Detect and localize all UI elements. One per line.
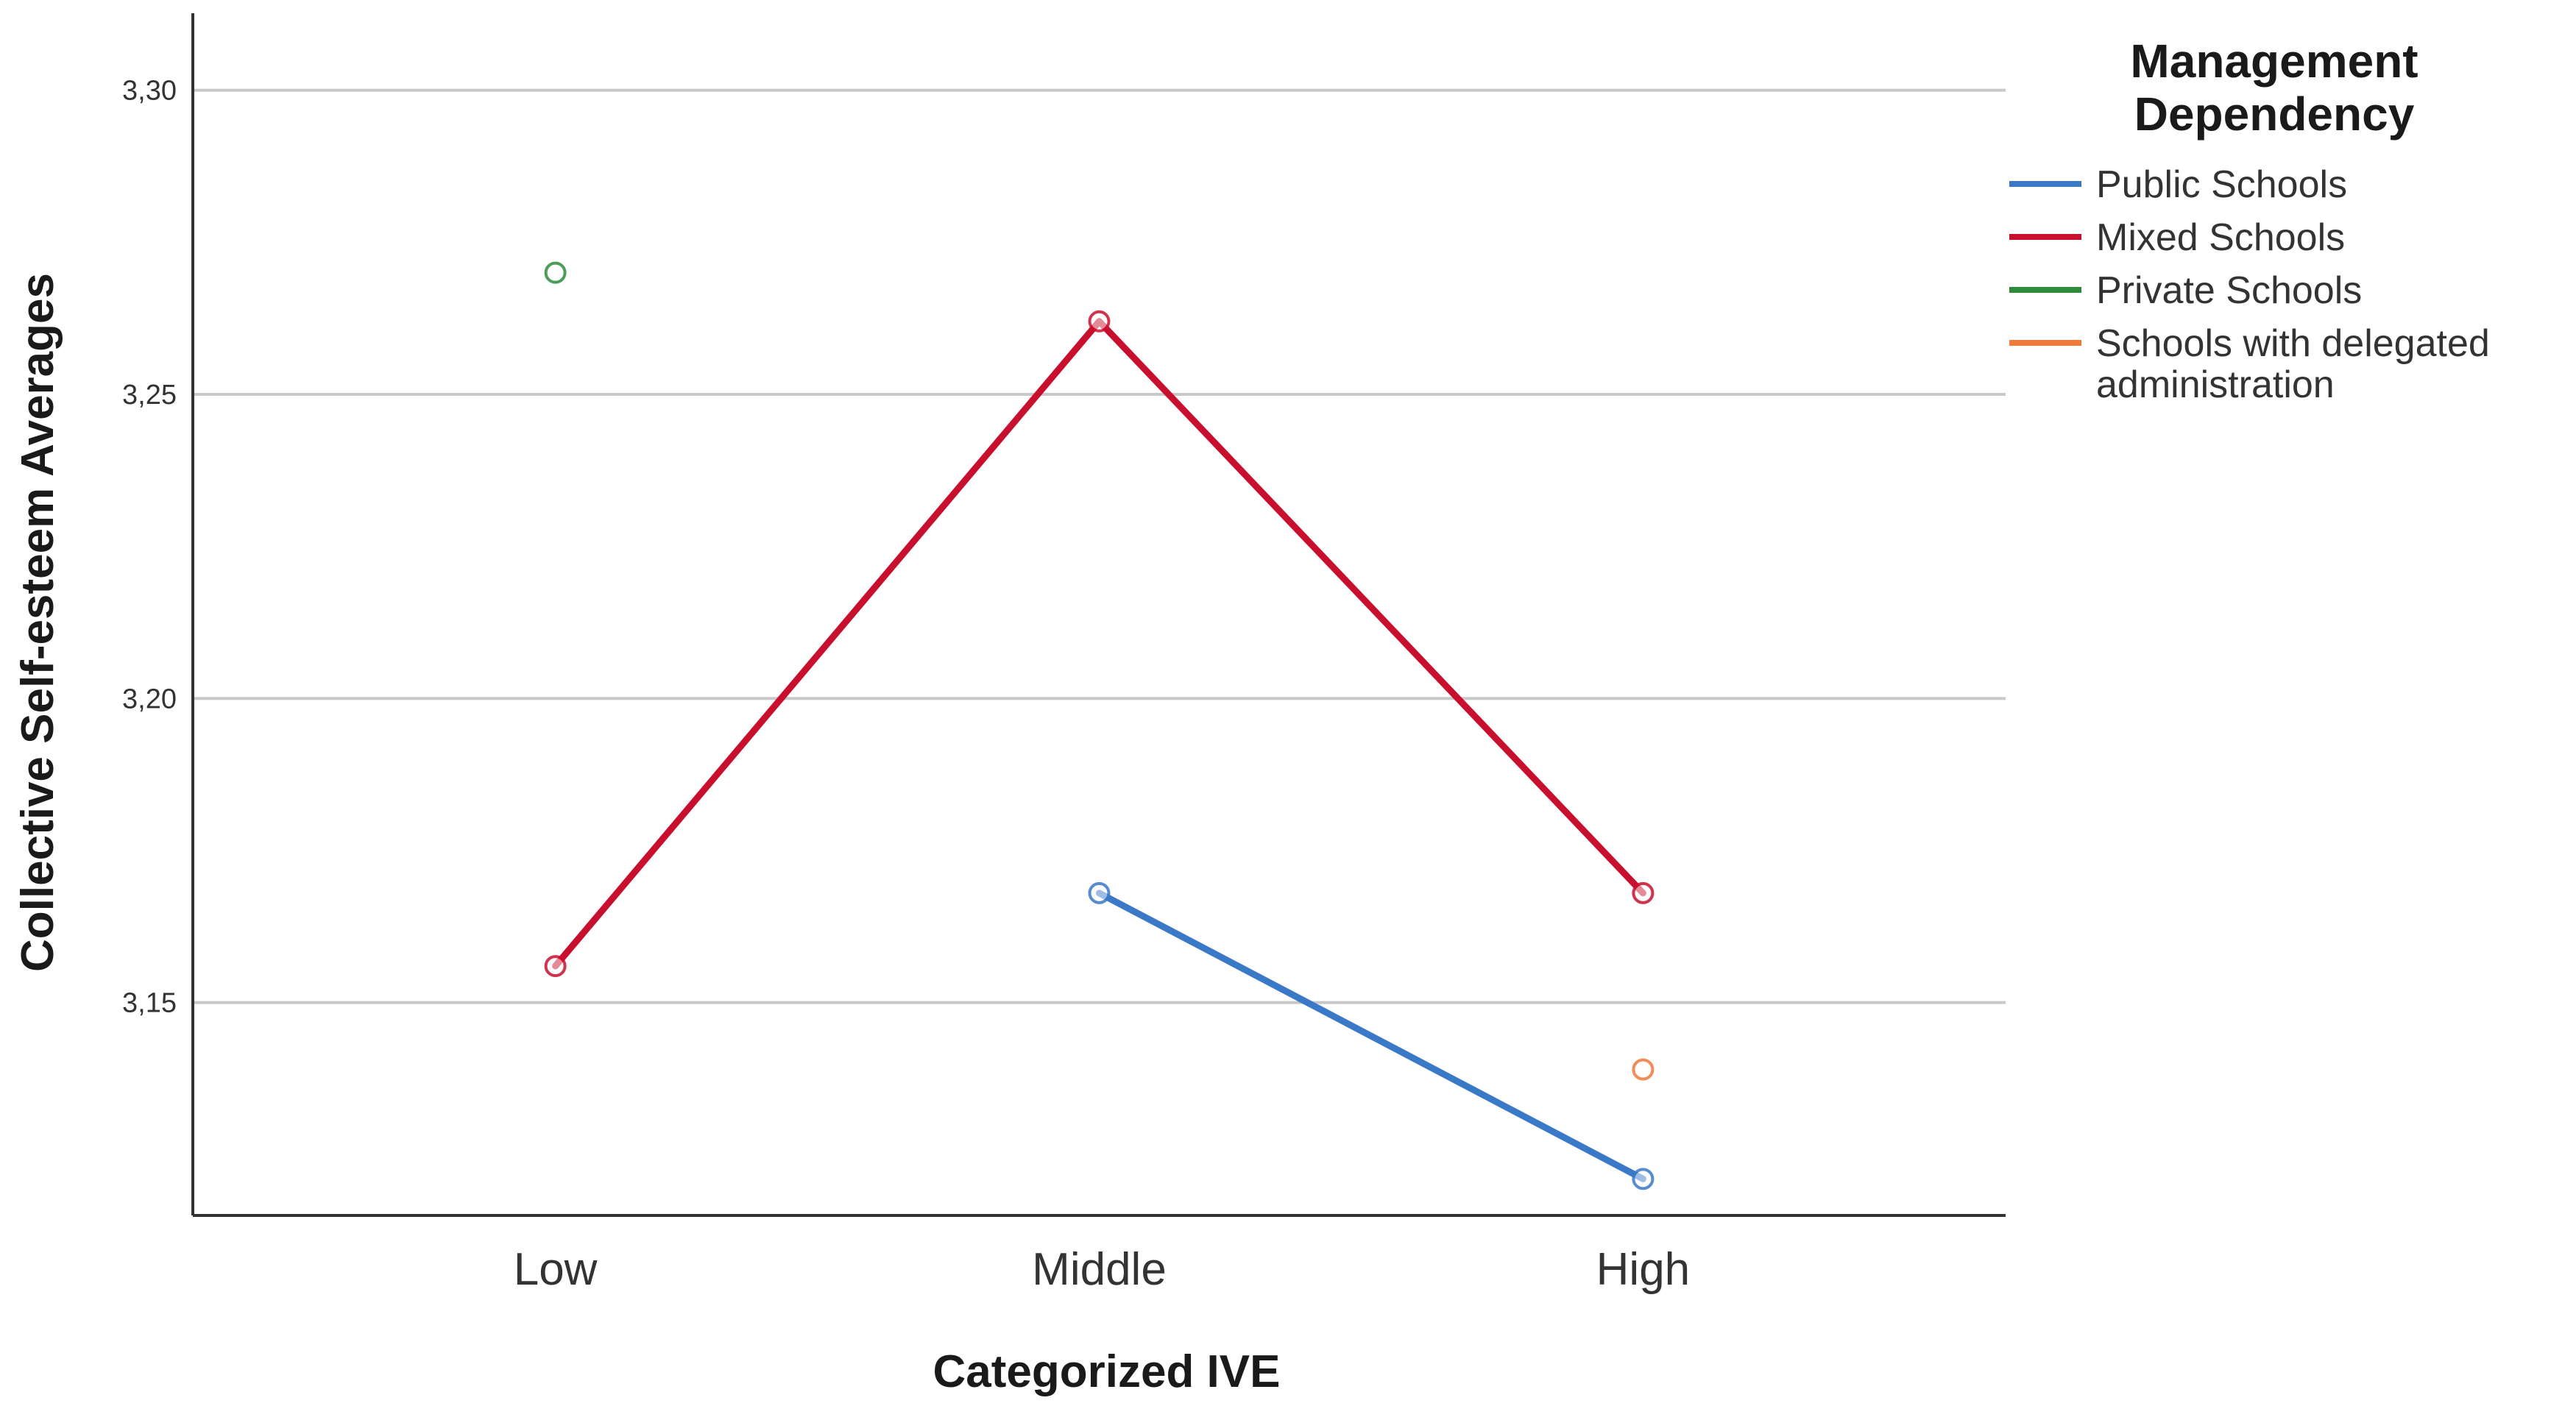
data-point (1088, 310, 1111, 333)
legend-label: administration (2096, 363, 2335, 406)
x-category-labels: Low Middle High (514, 1244, 1690, 1295)
legend-item: Private Schools (2009, 269, 2362, 312)
x-tick-label: Low (514, 1244, 598, 1295)
data-point (1632, 1058, 1655, 1081)
data-point (544, 261, 567, 284)
series-3 (1632, 1058, 1655, 1081)
legend-label: Mixed Schools (2096, 216, 2345, 259)
series-0 (1088, 881, 1655, 1190)
y-tick-label: 3,30 (122, 76, 177, 107)
series-group (544, 261, 1655, 1190)
grid-lines (193, 88, 2006, 1004)
series-line-segment (1096, 318, 1646, 897)
series-line-segment (552, 318, 1103, 970)
legend-item: Public Schools (2009, 163, 2347, 206)
y-axis-title: Collective Self-esteem Averages (13, 273, 63, 972)
y-tick-label: 3,25 (122, 380, 177, 411)
x-tick-label: High (1596, 1244, 1691, 1295)
x-tick-label: Middle (1032, 1244, 1167, 1295)
y-tick-labels: 3,15 3,20 3,25 3,30 (122, 76, 177, 1019)
data-point (1632, 1168, 1655, 1190)
legend-label: Schools with delegated (2096, 322, 2490, 365)
series-2 (544, 261, 567, 284)
legend-title: Dependency (2134, 88, 2415, 141)
y-tick-label: 3,20 (122, 684, 177, 714)
legend-item: Mixed Schools (2009, 216, 2345, 259)
legend-label: Private Schools (2096, 269, 2362, 312)
series-1 (544, 310, 1655, 978)
y-tick-label: 3,15 (122, 988, 177, 1019)
data-point (544, 955, 567, 978)
legend-label: Public Schools (2096, 163, 2347, 206)
legend-title: Management (2130, 35, 2418, 88)
x-axis-title: Categorized IVE (933, 1346, 1281, 1397)
data-point (1088, 881, 1111, 904)
data-point (1632, 881, 1655, 904)
axes (191, 13, 2006, 1217)
series-line-segment (1096, 890, 1646, 1182)
